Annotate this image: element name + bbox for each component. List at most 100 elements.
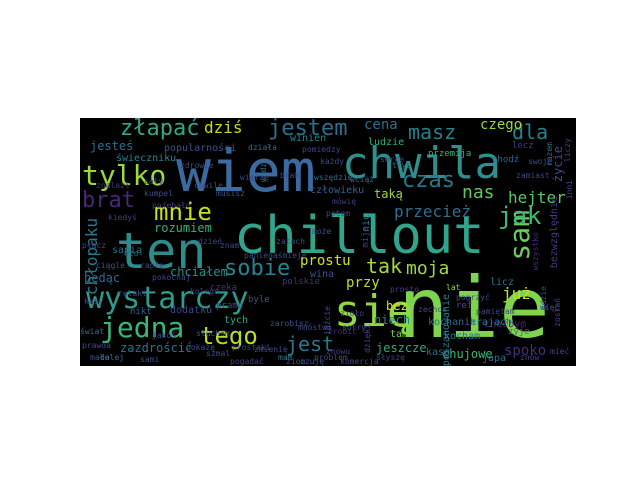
cloud-word: dziś [204,118,243,137]
cloud-word: pogadać [230,357,264,366]
cloud-word: winien [290,133,327,144]
cloud-word: tam [390,329,409,340]
cloud-word: niech [374,313,411,327]
cloud-word: więc [540,303,560,312]
cloud-word: zdrowie [180,161,214,170]
cloud-word: dodatku [170,305,213,316]
cloud-word: sami [140,355,160,364]
cloud-word: kochanie [428,317,477,328]
cloud-word: potem [326,209,351,218]
cloud-word: ciągle [96,261,125,270]
cloud-word: zamiast [516,171,550,180]
cloud-word: chujowe [442,347,493,361]
cloud-word: liczy [563,138,572,163]
cloud-word: mówię [332,197,357,206]
cloud-word: ten [116,222,207,280]
cloud-word: prawda [82,341,111,350]
cloud-word: rapie [140,261,165,270]
cloud-word: bez [386,299,408,313]
cloud-word: ziom [286,357,306,366]
cloud-word: japa [482,353,507,364]
cloud-word: przy [346,275,380,291]
cloud-word: jak [498,202,542,230]
cloud-word: zarobisz [270,319,309,328]
cloud-word: panie [244,251,269,260]
cloud-word: pramo [216,301,244,311]
cloud-word: ludzie [368,137,405,148]
cloud-word: pogrzyć [456,293,490,302]
cloud-word: pojebało [152,201,191,210]
cloud-word: swoje [528,157,553,166]
cloud-word: naśmieje [268,251,307,260]
cloud-word: mieć [550,347,570,356]
cloud-word: kasa [426,347,451,358]
cloud-word: prosto [390,285,419,294]
cloud-word: jestem [268,118,348,141]
cloud-word: sorry [342,323,367,332]
cloud-word: polskie [282,277,320,287]
cloud-word: lecz [512,141,534,151]
cloud-word: popularności [164,143,237,154]
cloud-word: kiedyś [108,213,137,222]
cloud-word: zazdrościć [120,341,193,355]
cloud-word: masz [408,120,457,144]
cloud-word: zioło [340,309,365,318]
cloud-word: rozumiem [154,221,212,235]
cloud-word: przemija [428,149,472,159]
cloud-word: wiem [176,137,316,205]
cloud-word: nas [462,182,495,203]
cloud-word: chwile [194,181,223,190]
cloud-word: już [502,284,531,303]
cloud-word: musisz [216,189,245,198]
cloud-word: czego [480,118,523,133]
cloud-word: żyje [508,327,530,337]
cloud-word: wina [310,269,335,280]
cloud-word: świat [80,327,105,336]
cloud-word: oto [124,249,139,258]
cloud-word: tego [200,322,258,350]
cloud-word: brak [280,171,300,180]
cloud-word: chillout [234,206,485,266]
cloud-word: cały [144,177,164,186]
cloud-word: lat [446,283,461,292]
cloud-word: pokażę [186,343,215,352]
cloud-word: choćbym [484,319,527,330]
cloud-word: komercja [340,357,379,366]
cloud-word: czeka [210,283,238,293]
cloud-word: inni [565,180,574,200]
cloud-word: bezwzględnie [549,196,560,269]
cloud-word: sobie [224,256,291,281]
cloud-word: się [334,286,414,337]
cloud-word: tryb [392,161,412,170]
cloud-word: dla [512,120,549,144]
cloud-word: zatach [276,237,305,246]
cloud-word: kasy [84,297,104,306]
cloud-word: jakoś [152,331,177,340]
cloud-word: chwila [342,138,501,189]
cloud-word: wciąż [350,175,375,184]
cloud-word: tylko [82,159,167,192]
cloud-word: kocham [444,331,481,342]
cloud-word: ref [456,301,473,311]
word-cloud: nie wiem chwila chillout ten się wystarczy jedn… [80,118,576,366]
cloud-word: pokochaj [152,273,191,282]
cloud-word: przecież [394,202,472,221]
cloud-word: chciałem [170,265,228,279]
cloud-word: chodź [492,155,520,165]
cloud-word: dzień [198,237,223,246]
cloud-word: prostaki [232,343,271,352]
cloud-word: serce [380,155,405,164]
cloud-word: dalej [100,353,125,362]
cloud-word: nie [398,259,550,357]
cloud-word: szmal [206,349,231,358]
cloud-word: tak [366,254,403,278]
cloud-word: jedna [100,311,185,344]
cloud-word: spoko [504,343,547,359]
cloud-word: słyszę [376,353,405,362]
cloud-word: krajach [470,317,513,328]
cloud-word: cena [364,118,398,133]
cloud-word: kolego [190,287,219,296]
cloud-word: jest [286,332,335,356]
cloud-word: prostu [300,253,351,269]
cloud-word: mija [361,226,371,248]
